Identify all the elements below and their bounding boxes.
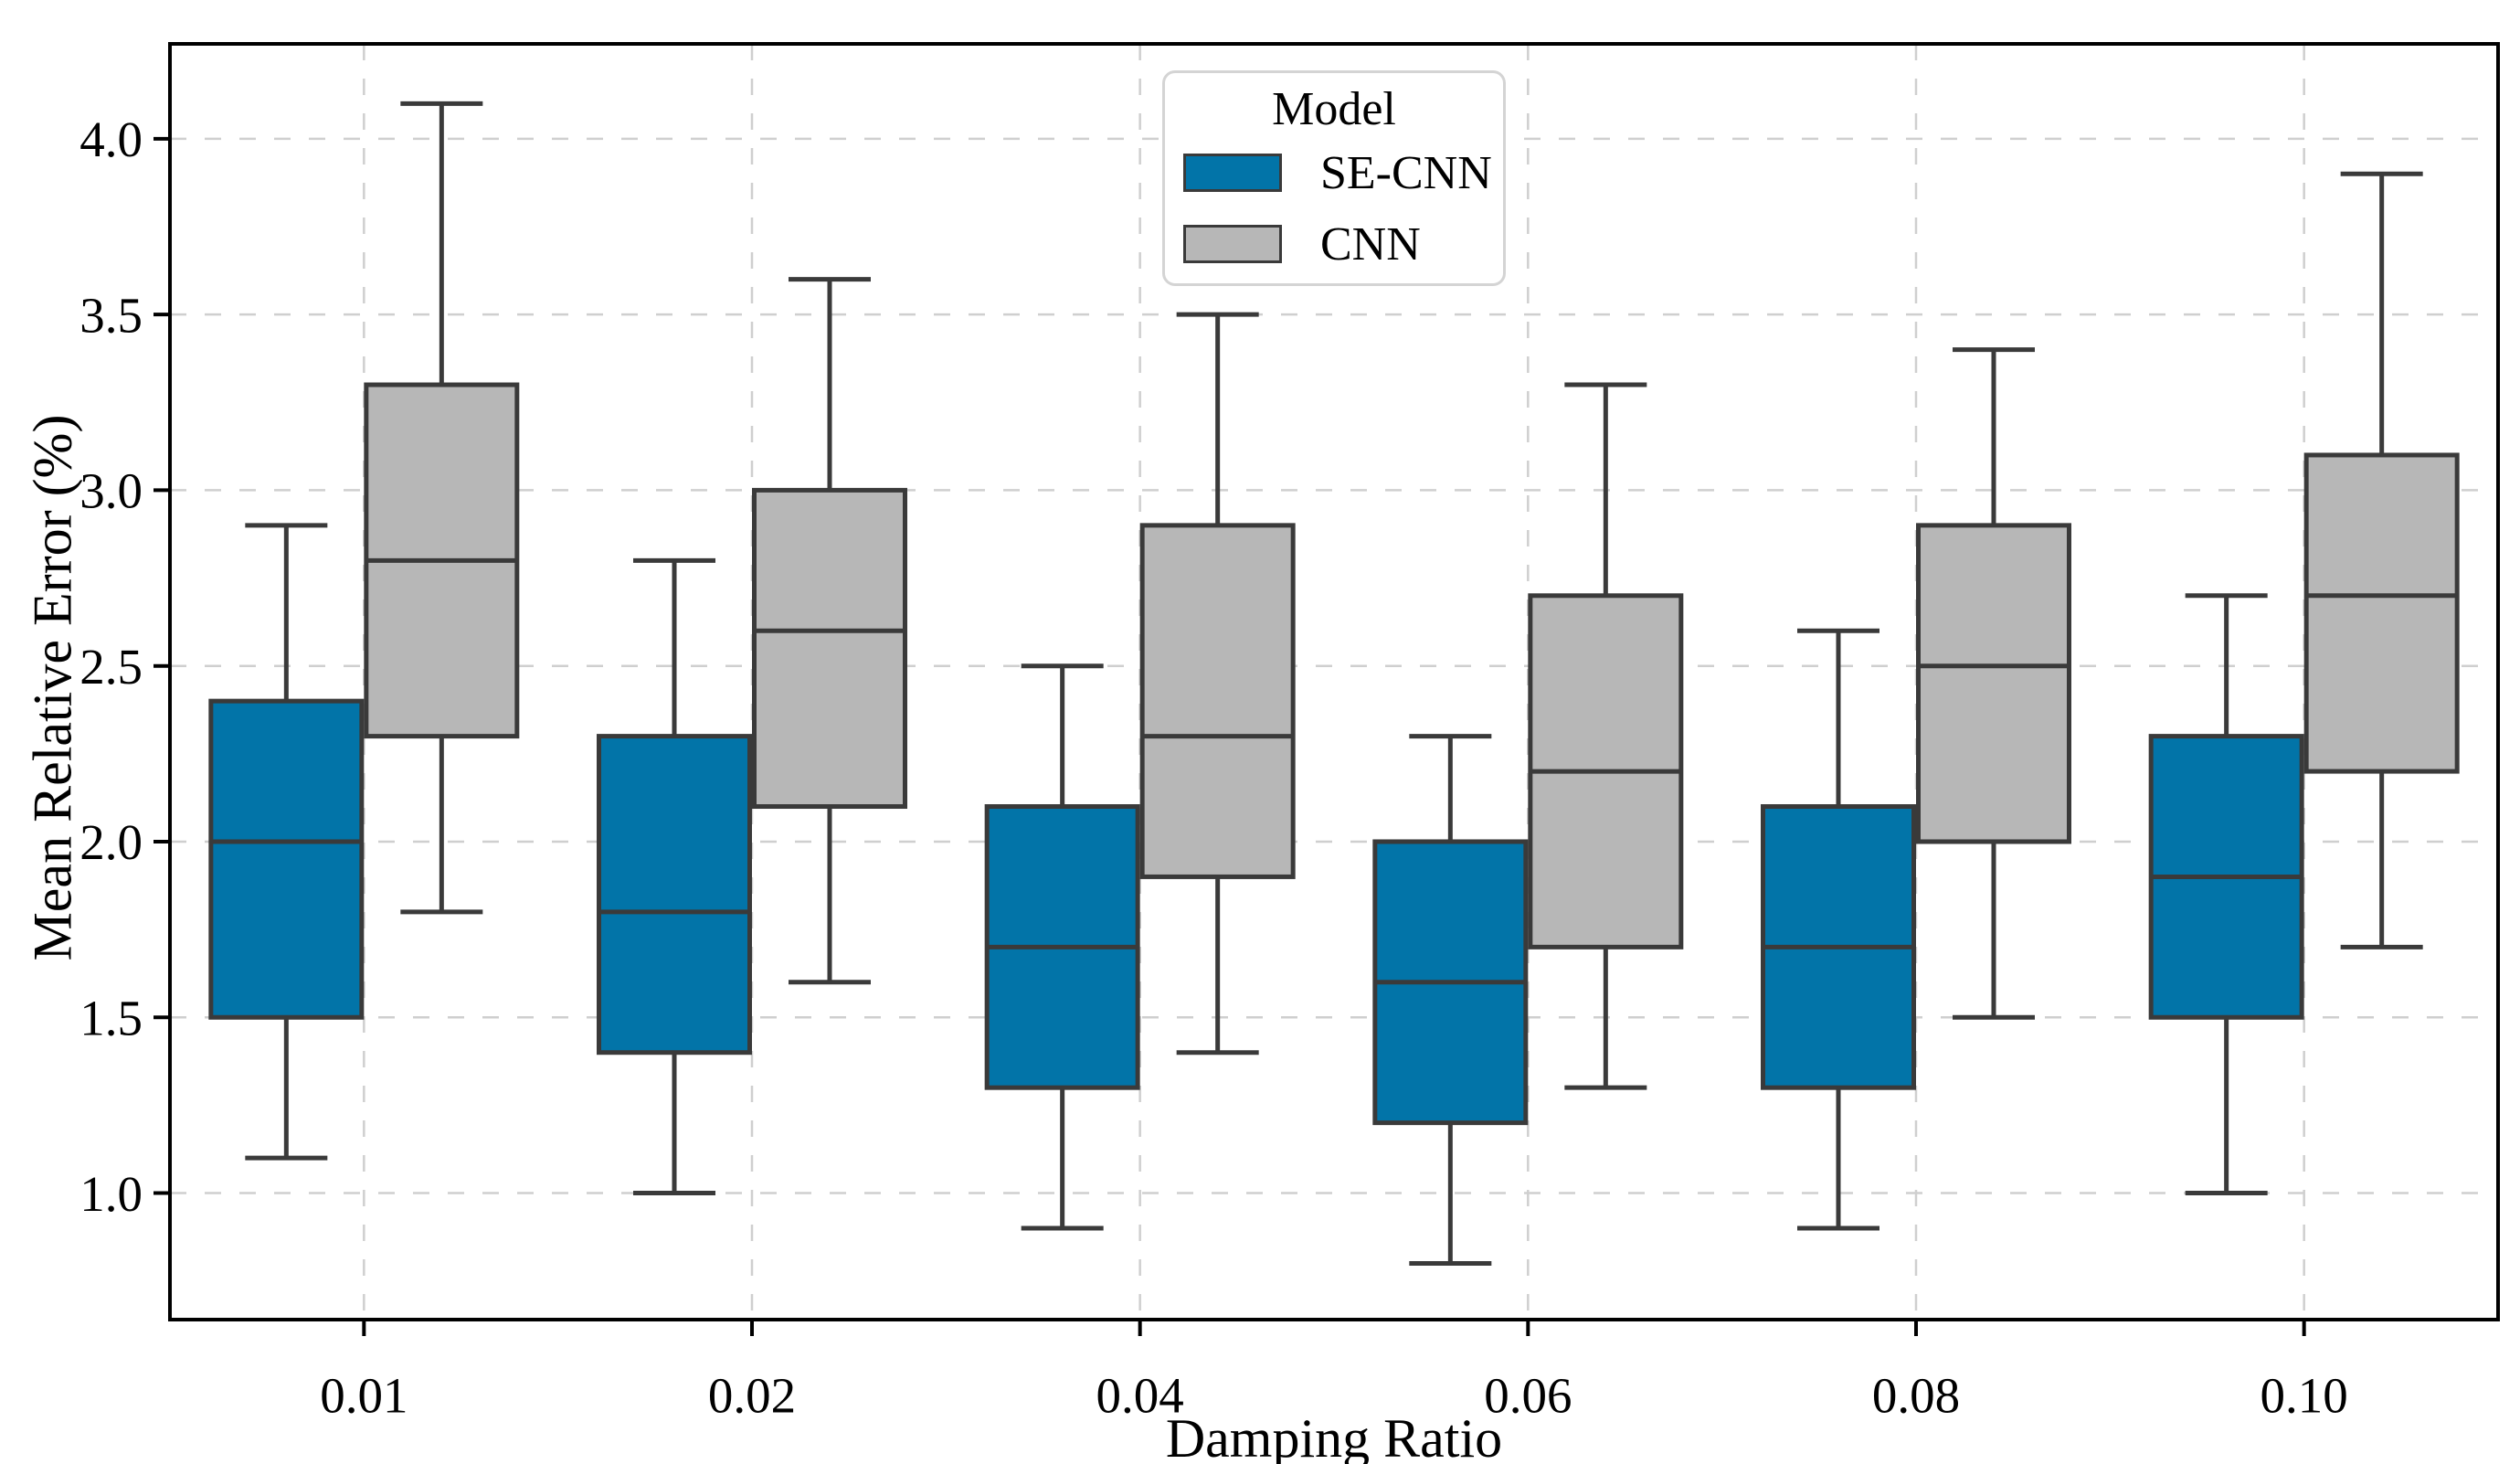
plot-border [168,42,2500,1321]
y-tick-label-2.0: 2.0 [79,814,143,870]
legend-swatch-se-cnn [1183,154,1282,192]
y-tick-label-4.0: 4.0 [79,111,143,167]
legend-entry-se-cnn: SE-CNN [1165,137,1503,208]
x-tick-label-0.04: 0.04 [1096,1368,1184,1424]
box-CNN-0.02 [752,487,907,810]
y-tick-label-1.0: 1.0 [79,1166,143,1222]
x-tick-label-0.06: 0.06 [1484,1368,1572,1424]
x-axis-label: Damping Ratio [1165,1408,1503,1464]
legend-label-se-cnn: SE-CNN [1320,146,1492,199]
legend-entry-cnn: CNN [1165,208,1503,280]
legend-swatch-cnn [1183,225,1282,263]
x-tick-label-0.01: 0.01 [320,1368,408,1424]
box-CNN-0.08 [1916,523,2071,844]
legend-title: Model [1272,83,1396,135]
x-tick-label-0.08: 0.08 [1872,1368,1960,1424]
box-SE-CNN-0.02 [597,734,752,1056]
y-tick-label-1.5: 1.5 [79,991,143,1046]
x-tick-label-0.02: 0.02 [708,1368,796,1424]
y-tick-label-3.5: 3.5 [79,287,143,343]
box-SE-CNN-0.01 [208,698,365,1020]
box-CNN-0.04 [1139,523,1296,879]
box-CNN-0.10 [2303,452,2460,774]
x-tick-label-0.10: 0.10 [2261,1368,2348,1424]
y-axis-label: Mean Relative Error (%) [22,414,83,961]
legend-label-cnn: CNN [1320,217,1421,271]
y-tick-label-3.0: 3.0 [79,463,143,519]
y-tick-label-2.5: 2.5 [79,639,143,695]
legend: Model SE-CNN CNN [1162,70,1506,286]
